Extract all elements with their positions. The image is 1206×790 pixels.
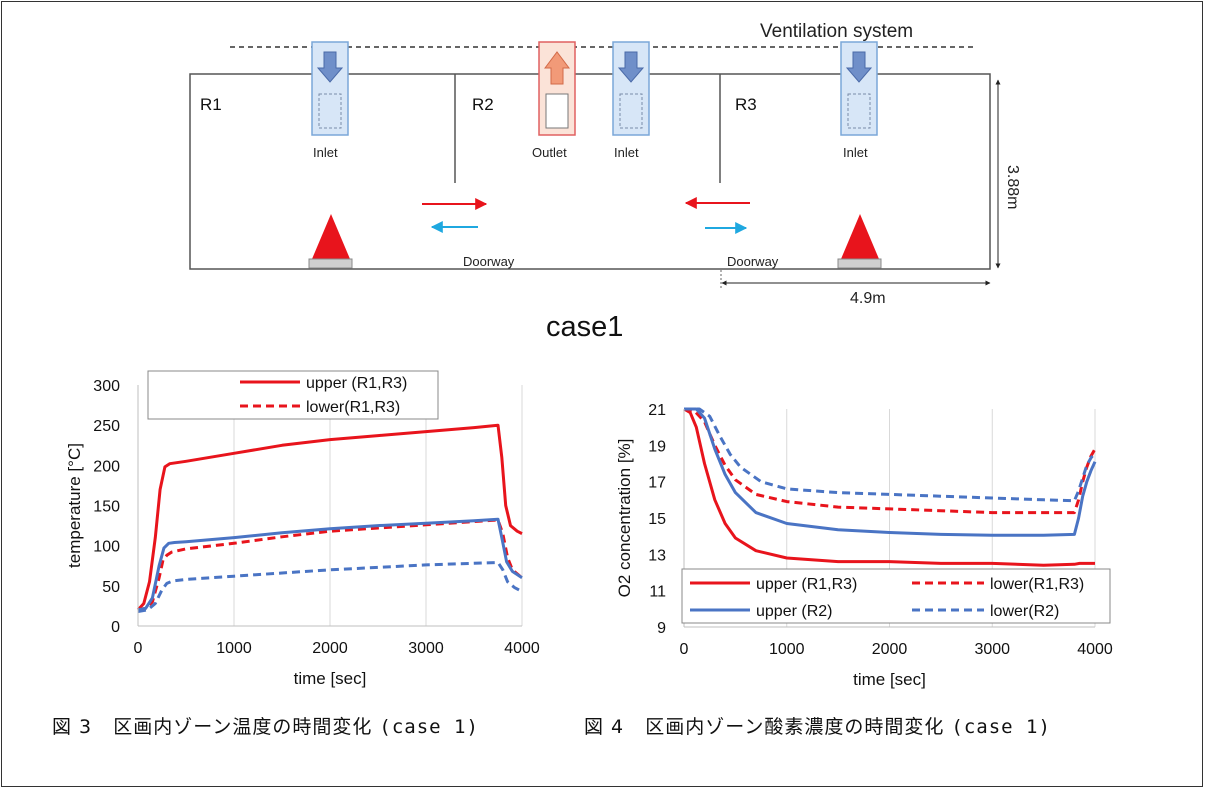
outlet-label: Outlet: [532, 145, 567, 160]
arrow-down-icon: [617, 51, 645, 83]
x-tick-label: 1000: [769, 641, 805, 658]
legend-label: lower(R2): [990, 603, 1059, 620]
figure3-case: (case 1): [379, 716, 479, 738]
y-tick-label: 50: [102, 579, 120, 596]
x-axis-label: time [sec]: [294, 669, 367, 688]
flame-icon: [841, 214, 879, 259]
fire-source-r1: [308, 214, 353, 269]
y-tick-label: 11: [649, 584, 666, 601]
y-tick-label: 15: [648, 511, 666, 528]
inlet-label-r1: Inlet: [313, 145, 338, 160]
figure3-title: 区画内ゾーン温度の時間変化: [113, 716, 373, 738]
x-tick-label: 1000: [216, 640, 252, 657]
legend-label: upper (R1,R3): [306, 375, 407, 392]
legend-box: [681, 568, 1111, 624]
legend-label: lower(R1,R3): [990, 576, 1084, 593]
figure4-case: (case 1): [951, 716, 1051, 738]
series-line-2: [137, 517, 523, 612]
legend-label: upper (R2): [756, 603, 832, 620]
ventilation-diagram: Ventilation system R1 R2 R3 Inlet Outlet…: [189, 21, 1021, 343]
inlet-label-r2: Inlet: [614, 145, 639, 160]
case-label: case1: [546, 311, 623, 343]
inlet-r2: [612, 41, 650, 136]
y-tick-label: 300: [93, 378, 120, 395]
o2-concentration-chart: 0 1000 2000 3000 4000 9 11 13 15 17 19 21 time [sec]…: [615, 402, 1113, 689]
series-line-0: [683, 407, 1095, 567]
legend-box: [147, 370, 439, 420]
arrow-down-icon: [316, 51, 344, 83]
x-tick-label: 4000: [504, 640, 540, 657]
temperature-chart: 0 1000 2000 3000 4000 0 50 100 150 200 250 300 time …: [65, 370, 540, 688]
x-axis-label: time [sec]: [853, 670, 926, 689]
figure4-number: 図 4: [584, 716, 625, 738]
y-tick-label: 100: [93, 539, 120, 556]
building-outline: [189, 73, 991, 270]
figure3-caption: 図 3 区画内ゾーン温度の時間変化 (case 1): [52, 712, 479, 739]
doorway-label-left: Doorway: [463, 254, 515, 269]
room-label-r2: R2: [472, 95, 494, 114]
y-tick-label: 13: [648, 547, 666, 564]
y-axis-label: temperature [°C]: [65, 443, 84, 568]
width-label: 4.9m: [850, 290, 886, 307]
height-label: 3.88m: [1004, 165, 1021, 209]
fire-source-r3: [837, 214, 882, 269]
x-tick-label: 2000: [872, 641, 908, 658]
y-tick-label: 0: [111, 619, 120, 636]
y-tick-label: 250: [93, 418, 120, 435]
y-tick-label: 200: [93, 458, 120, 475]
y-tick-label: 9: [657, 620, 666, 637]
y-tick-label: 150: [93, 499, 120, 516]
inlet-r3: [840, 41, 878, 136]
outlet-r2: [538, 41, 576, 136]
x-tick-label: 0: [134, 640, 143, 657]
arrow-up-icon: [544, 51, 570, 85]
inlet-r1: [311, 41, 349, 136]
series-line-1: [137, 518, 523, 612]
x-tick-label: 2000: [312, 640, 348, 657]
figure4-caption: 図 4 区画内ゾーン酸素濃度の時間変化 (case 1): [584, 712, 1051, 739]
y-tick-label: 19: [648, 438, 666, 455]
figure4-title: 区画内ゾーン酸素濃度の時間変化: [645, 716, 945, 738]
room-label-r1: R1: [200, 95, 222, 114]
x-tick-label: 3000: [408, 640, 444, 657]
series-line-2: [684, 407, 1097, 537]
figure3-number: 図 3: [52, 716, 93, 738]
y-axis-label: O2 concentration [%]: [615, 439, 634, 598]
legend-label: lower(R1,R3): [306, 399, 400, 416]
x-tick-label: 4000: [1077, 641, 1113, 658]
flame-icon: [312, 214, 350, 259]
room-label-r3: R3: [735, 95, 757, 114]
y-tick-label: 17: [648, 475, 666, 492]
legend-label: upper (R1,R3): [756, 576, 857, 593]
ventilation-label: Ventilation system: [760, 21, 913, 42]
series-line-0: [136, 423, 523, 611]
x-tick-label: 3000: [974, 641, 1010, 658]
inlet-label-r3: Inlet: [843, 145, 868, 160]
series-line-3: [137, 561, 523, 613]
y-tick-label: 21: [648, 402, 666, 419]
doorway-label-right: Doorway: [727, 254, 779, 269]
x-tick-label: 0: [680, 641, 689, 658]
arrow-down-icon: [845, 51, 873, 83]
